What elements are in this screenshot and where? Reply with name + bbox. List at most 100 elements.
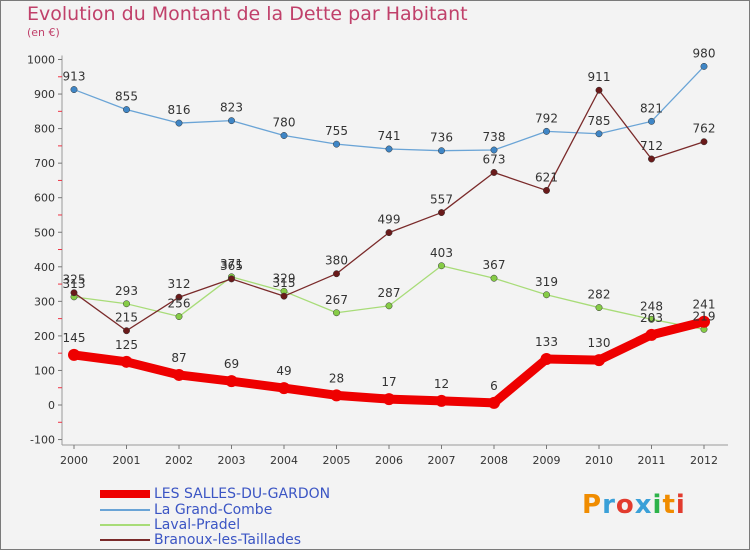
y-tick-label: 200 <box>34 330 55 343</box>
data-point <box>280 292 288 300</box>
data-label: 325 <box>63 273 86 287</box>
legend-item-salles: LES SALLES-DU-GARDON <box>100 486 330 502</box>
y-tick-label: 300 <box>34 295 55 308</box>
x-tick-label: 2009 <box>533 454 561 467</box>
data-point <box>595 130 603 138</box>
y-tick-label: 500 <box>34 226 55 239</box>
data-point <box>648 117 655 125</box>
data-point <box>333 140 340 148</box>
data-label: 69 <box>224 357 239 371</box>
data-label: 241 <box>693 298 716 312</box>
data-point <box>333 309 340 317</box>
data-label: 12 <box>434 377 449 391</box>
data-point <box>543 186 550 194</box>
data-label: 821 <box>640 101 663 115</box>
data-label: 6 <box>490 379 498 393</box>
data-point <box>435 394 448 407</box>
x-tick-label: 2011 <box>638 454 666 467</box>
data-point <box>385 229 393 237</box>
data-label: 133 <box>535 335 558 349</box>
y-tick-label: 800 <box>34 123 55 136</box>
data-label: 215 <box>115 311 138 325</box>
data-point <box>175 119 183 127</box>
x-tick-label: 2010 <box>585 454 613 467</box>
data-point <box>175 293 183 301</box>
logo-letter: P <box>582 490 603 520</box>
data-point <box>173 368 185 381</box>
legend-label: LES SALLES-DU-GARDON <box>154 486 331 502</box>
data-label: 28 <box>329 371 344 385</box>
logo-letter: t <box>662 490 676 520</box>
data-point <box>123 106 130 114</box>
x-tick-label: 2001 <box>113 454 141 467</box>
x-tick-label: 2005 <box>323 454 351 467</box>
data-label: 329 <box>273 271 296 285</box>
data-point <box>438 262 445 270</box>
data-point <box>385 302 393 310</box>
data-point <box>490 146 498 154</box>
data-point <box>228 117 235 125</box>
data-point <box>438 209 445 217</box>
data-point <box>648 315 655 323</box>
y-tick-label: 100 <box>34 364 55 377</box>
x-tick-label: 2003 <box>218 454 246 467</box>
data-label: 315 <box>273 276 296 290</box>
data-point <box>698 315 710 328</box>
data-point <box>120 355 133 368</box>
data-label: 365 <box>220 259 243 273</box>
data-point <box>383 393 395 406</box>
data-label: 911 <box>588 70 611 84</box>
data-point <box>543 127 550 135</box>
legend-item-grand-combe: La Grand-Combe <box>100 502 272 518</box>
data-label: 712 <box>640 139 663 153</box>
data-label: 145 <box>63 331 86 345</box>
data-label: 49 <box>276 364 291 378</box>
data-point <box>488 396 500 409</box>
y-tick-label: 1000 <box>27 54 55 67</box>
data-label: 736 <box>430 131 453 145</box>
legend-label: La Grand-Combe <box>154 502 273 518</box>
x-tick-label: 2007 <box>428 454 456 467</box>
x-tick-label: 2012 <box>690 454 718 467</box>
data-point <box>70 289 78 297</box>
data-point <box>225 375 238 388</box>
legend-item-branoux: Branoux-les-Taillades <box>100 532 301 548</box>
data-point <box>700 138 708 146</box>
data-point <box>123 327 130 335</box>
chart-title: Evolution du Montant de la Dette par Hab… <box>27 3 468 25</box>
data-label: 293 <box>115 284 138 298</box>
logo-letter: x <box>634 490 653 520</box>
data-label: 287 <box>378 286 401 300</box>
data-point <box>700 62 708 70</box>
legend-label: Branoux-les-Taillades <box>154 532 302 548</box>
data-label: 499 <box>378 213 401 227</box>
data-point <box>175 313 183 321</box>
data-label: 256 <box>168 297 191 311</box>
data-label: 312 <box>168 277 191 291</box>
data-label: 319 <box>535 275 558 289</box>
data-label: 87 <box>171 351 186 365</box>
data-label: 673 <box>483 152 506 166</box>
data-label: 371 <box>220 257 243 271</box>
data-label: 125 <box>115 338 138 352</box>
data-label: 17 <box>381 375 396 389</box>
legend-swatch <box>100 509 150 511</box>
logo-letter: o <box>615 490 635 520</box>
data-label: 738 <box>483 130 506 144</box>
data-label: 913 <box>63 70 86 84</box>
data-label: 130 <box>588 336 611 350</box>
data-point <box>595 304 603 312</box>
data-label: 621 <box>535 170 558 184</box>
data-label: 219 <box>693 309 716 323</box>
data-point <box>490 274 498 282</box>
data-label: 792 <box>535 111 558 125</box>
data-label: 823 <box>220 101 243 115</box>
unit-label: (en €) <box>27 26 60 39</box>
data-label: 980 <box>693 46 716 60</box>
data-label: 741 <box>378 129 401 143</box>
x-tick-label: 2008 <box>480 454 508 467</box>
legend-swatch <box>100 490 150 498</box>
data-point <box>385 145 393 153</box>
